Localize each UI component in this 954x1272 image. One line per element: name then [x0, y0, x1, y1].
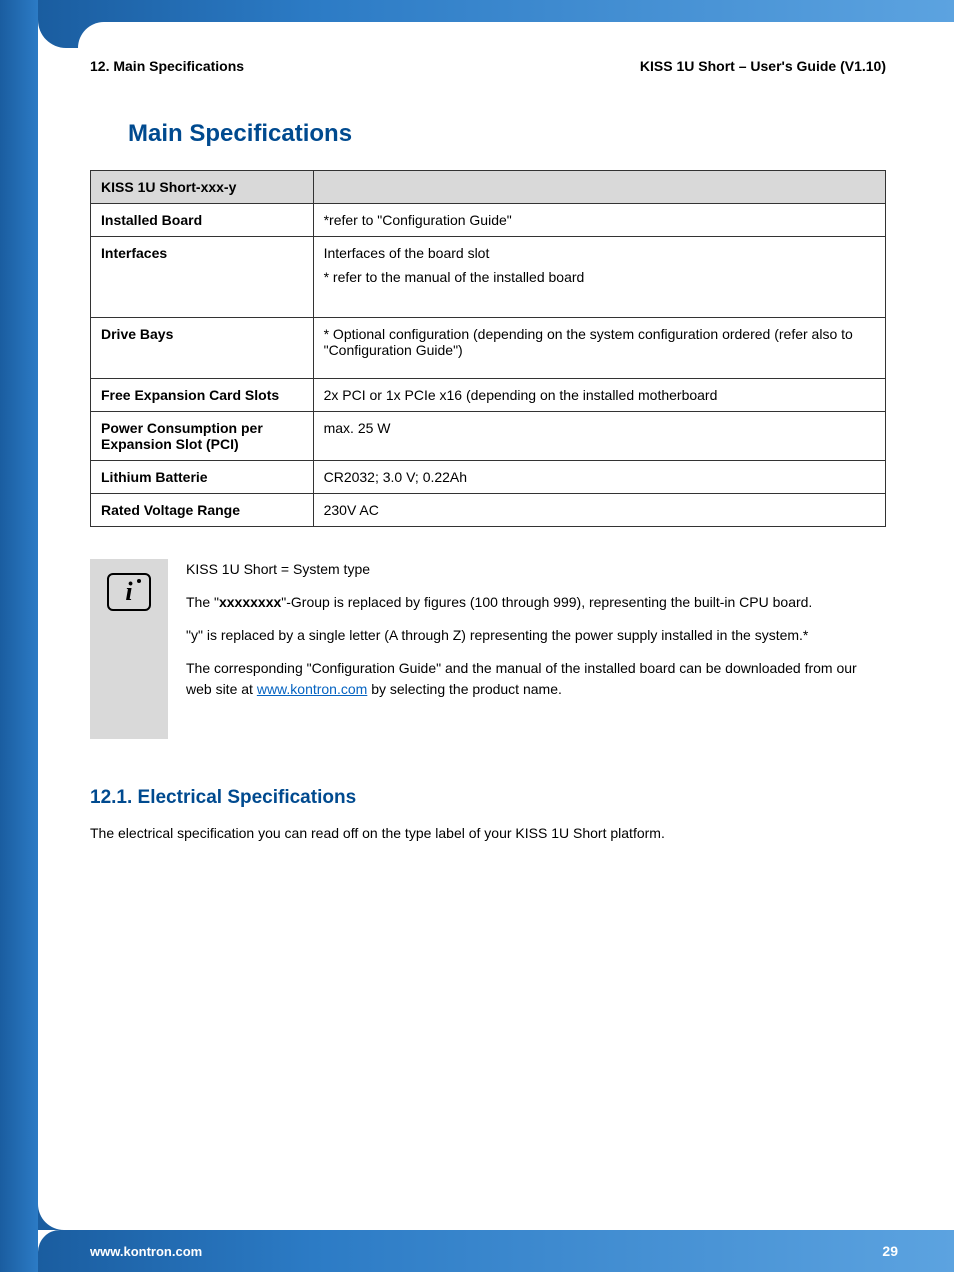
table-label: Lithium Batterie [91, 461, 314, 494]
content-area: Main Specifications KISS 1U Short-xxx-y … [90, 120, 886, 841]
info-p4: The corresponding "Configuration Guide" … [186, 658, 886, 700]
table-row: Lithium Batterie CR2032; 3.0 V; 0.22Ah [91, 461, 886, 494]
interfaces-line2: * refer to the manual of the installed b… [324, 269, 875, 285]
table-row: Drive Bays * Optional configuration (dep… [91, 318, 886, 379]
table-row: Interfaces Interfaces of the board slot … [91, 237, 886, 318]
top-header-bar [38, 0, 954, 48]
info-text: KISS 1U Short = System type The "xxxxxxx… [186, 559, 886, 739]
footer-url: www.kontron.com [90, 1244, 202, 1259]
table-label: Drive Bays [91, 318, 314, 379]
table-value: * Optional configuration (depending on t… [313, 318, 885, 379]
table-label: Power Consumption per Expansion Slot (PC… [91, 412, 314, 461]
table-value: 2x PCI or 1x PCIe x16 (depending on the … [313, 379, 885, 412]
page-title: Main Specifications [128, 120, 886, 148]
table-value: Interfaces of the board slot * refer to … [313, 237, 885, 318]
top-curve-white [78, 22, 954, 48]
info-p1: KISS 1U Short = System type [186, 559, 886, 580]
spec-table: KISS 1U Short-xxx-y Installed Board *ref… [90, 170, 886, 527]
interfaces-line1: Interfaces of the board slot [324, 245, 875, 261]
footer-curve [38, 1204, 954, 1230]
info-p2: The "xxxxxxxx"-Group is replaced by figu… [186, 592, 886, 613]
table-row: Rated Voltage Range 230V AC [91, 494, 886, 527]
info-icon: i [107, 573, 151, 611]
table-label: KISS 1U Short-xxx-y [91, 171, 314, 204]
table-row: Power Consumption per Expansion Slot (PC… [91, 412, 886, 461]
header-row: 12. Main Specifications KISS 1U Short – … [90, 58, 886, 74]
table-value: max. 25 W [313, 412, 885, 461]
footer-bar: www.kontron.com 29 [38, 1230, 954, 1272]
table-value: 230V AC [313, 494, 885, 527]
table-row: KISS 1U Short-xxx-y [91, 171, 886, 204]
table-value: *refer to "Configuration Guide" [313, 204, 885, 237]
section-body: The electrical specification you can rea… [90, 825, 886, 841]
info-p3: "y" is replaced by a single letter (A th… [186, 625, 886, 646]
table-row: Installed Board *refer to "Configuration… [91, 204, 886, 237]
table-label: Rated Voltage Range [91, 494, 314, 527]
left-sidebar-bar [0, 0, 38, 1272]
table-value: CR2032; 3.0 V; 0.22Ah [313, 461, 885, 494]
table-label: Installed Board [91, 204, 314, 237]
table-value [313, 171, 885, 204]
page-number: 29 [882, 1243, 898, 1259]
table-label: Interfaces [91, 237, 314, 318]
section-title: 12.1. Electrical Specifications [90, 787, 886, 809]
header-left: 12. Main Specifications [90, 58, 244, 74]
table-label: Free Expansion Card Slots [91, 379, 314, 412]
info-icon-container: i [90, 559, 168, 739]
kontron-link[interactable]: www.kontron.com [257, 681, 367, 697]
footer-curve-white [38, 1204, 954, 1230]
info-box: i KISS 1U Short = System type The "xxxxx… [90, 559, 886, 739]
table-row: Free Expansion Card Slots 2x PCI or 1x P… [91, 379, 886, 412]
header-right: KISS 1U Short – User's Guide (V1.10) [640, 58, 886, 74]
